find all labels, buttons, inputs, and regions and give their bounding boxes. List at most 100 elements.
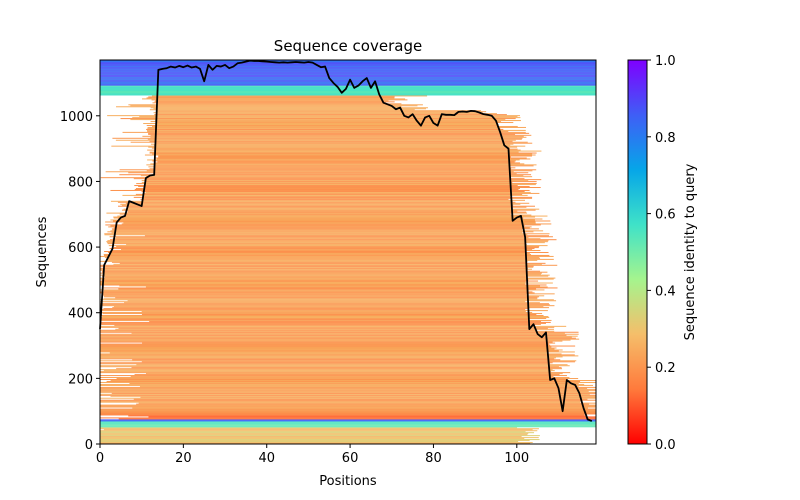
coverage-row <box>150 136 527 138</box>
coverage-row <box>147 126 527 128</box>
coverage-row <box>100 62 596 64</box>
coverage-row <box>100 75 596 77</box>
coverage-row <box>126 244 527 246</box>
coverage-row <box>110 189 530 191</box>
coverage-row <box>149 151 519 153</box>
coverage-row <box>100 389 596 391</box>
coverage-row <box>133 398 588 400</box>
coverage-row <box>155 124 499 125</box>
coverage-row <box>100 272 542 274</box>
coverage-row <box>100 264 558 266</box>
coverage-row <box>130 376 554 378</box>
coverage-row <box>106 258 554 260</box>
colorbar-label: Sequence identity to query <box>683 163 698 340</box>
coverage-row <box>100 60 596 62</box>
coverage-row <box>113 217 524 219</box>
colorbar-tick-label: 0.2 <box>655 361 676 376</box>
coverage-row <box>115 297 538 299</box>
coverage-row <box>100 72 596 74</box>
coverage-row <box>100 69 596 71</box>
coverage-row <box>100 343 550 345</box>
coverage-row <box>100 301 526 303</box>
coverage-row <box>118 218 543 220</box>
coverage-row <box>100 280 539 282</box>
coverage-row <box>108 245 548 247</box>
coverage-row <box>151 95 428 97</box>
coverage-row <box>153 108 426 110</box>
coverage-row <box>100 434 528 436</box>
coverage-row <box>100 426 596 428</box>
coverage-row <box>131 332 565 334</box>
coverage-row <box>156 113 497 115</box>
coverage-row <box>100 433 529 435</box>
coverage-row <box>102 287 558 289</box>
coverage-row <box>127 210 518 212</box>
coverage-line-layer <box>99 59 593 422</box>
coverage-row <box>100 284 547 286</box>
coverage-row <box>152 102 384 104</box>
coverage-row <box>150 163 525 165</box>
coverage-row <box>100 93 596 95</box>
y-tick-label: 200 <box>68 372 93 387</box>
coverage-row <box>118 418 596 420</box>
coverage-row <box>121 209 536 211</box>
coverage-row <box>101 323 541 325</box>
coverage-row <box>156 158 531 160</box>
coverage-row <box>115 328 554 330</box>
coverage-row <box>130 141 528 143</box>
coverage-row <box>148 416 597 418</box>
coverage-row <box>107 231 534 233</box>
coverage-row <box>100 350 559 352</box>
y-tick-label: 1000 <box>60 110 93 125</box>
coverage-row <box>100 409 596 411</box>
colorbar-tick-label: 0.6 <box>655 208 676 223</box>
coverage-row <box>100 177 511 179</box>
coverage-row <box>100 401 581 403</box>
coverage-row <box>123 208 540 210</box>
coverage-row <box>149 152 537 154</box>
coverage-row <box>100 432 535 434</box>
coverage-row <box>111 232 523 234</box>
coverage-row <box>104 251 526 253</box>
coverage-row <box>112 220 551 222</box>
coverage-row <box>148 166 510 168</box>
coverage-row <box>155 148 518 150</box>
coverage-row <box>100 341 553 343</box>
coverage-row <box>144 184 536 186</box>
coverage-row <box>100 358 555 360</box>
coverage-row <box>100 360 577 362</box>
coverage-row <box>119 213 511 215</box>
coverage-row <box>115 139 516 141</box>
coverage-row <box>100 338 580 340</box>
coverage-row <box>124 302 540 304</box>
coverage-row <box>100 425 596 427</box>
coverage-row <box>100 92 596 94</box>
coverage-row <box>100 94 596 96</box>
coverage-row <box>100 419 596 421</box>
coverage-row <box>100 356 563 358</box>
coverage-row <box>116 106 402 108</box>
coverage-row <box>148 146 518 148</box>
coverage-row <box>100 267 528 269</box>
coverage-row <box>158 155 533 157</box>
coverage-row <box>119 174 532 176</box>
coverage-row <box>147 130 509 132</box>
coverage-row <box>100 282 553 284</box>
coverage-row <box>112 137 523 139</box>
x-axis-label: Positions <box>319 474 377 489</box>
coverage-row <box>100 375 567 377</box>
coverage-row <box>100 67 596 69</box>
coverage-row <box>100 317 547 319</box>
coverage-row <box>106 212 528 214</box>
coverage-row <box>103 308 530 310</box>
coverage-row <box>140 198 509 200</box>
coverage-row <box>100 386 596 388</box>
coverage-row <box>100 344 551 346</box>
coverage-row <box>100 304 550 306</box>
coverage-row <box>146 124 499 126</box>
coverage-row <box>100 76 596 78</box>
coverage-row <box>100 315 544 317</box>
coverage-row <box>100 421 596 423</box>
coverage-row <box>100 441 519 443</box>
